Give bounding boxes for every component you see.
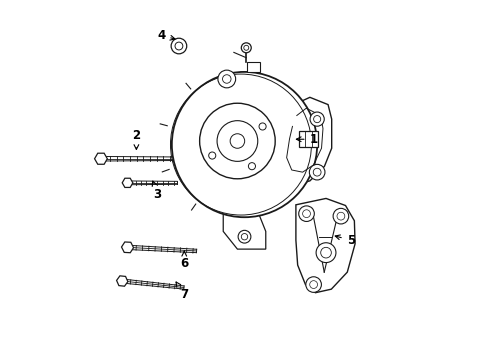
Circle shape	[238, 230, 250, 243]
Circle shape	[309, 165, 325, 180]
Circle shape	[171, 38, 186, 54]
Text: 7: 7	[176, 282, 188, 301]
Polygon shape	[116, 276, 127, 286]
Polygon shape	[121, 242, 133, 253]
Circle shape	[241, 43, 251, 53]
Polygon shape	[122, 178, 133, 188]
Circle shape	[332, 208, 348, 224]
Text: 6: 6	[180, 251, 188, 270]
Circle shape	[222, 75, 230, 83]
Circle shape	[336, 212, 344, 220]
Circle shape	[309, 281, 317, 288]
FancyBboxPatch shape	[246, 62, 259, 72]
Circle shape	[305, 277, 321, 292]
Polygon shape	[295, 198, 354, 293]
Circle shape	[313, 116, 320, 123]
Circle shape	[175, 42, 183, 50]
Text: 5: 5	[335, 234, 354, 247]
Circle shape	[171, 72, 317, 217]
Circle shape	[248, 163, 255, 170]
Circle shape	[208, 152, 215, 159]
Text: 4: 4	[157, 29, 175, 42]
FancyBboxPatch shape	[298, 131, 318, 147]
Circle shape	[313, 168, 321, 176]
Circle shape	[230, 134, 244, 148]
Circle shape	[259, 123, 265, 130]
Circle shape	[302, 210, 310, 217]
Circle shape	[241, 234, 247, 240]
Circle shape	[244, 45, 248, 50]
Text: 2: 2	[132, 129, 140, 149]
Polygon shape	[280, 97, 331, 185]
Circle shape	[218, 70, 235, 88]
Text: 1: 1	[296, 133, 317, 146]
Polygon shape	[223, 214, 265, 249]
Circle shape	[309, 112, 324, 126]
Polygon shape	[94, 153, 107, 164]
Circle shape	[298, 206, 314, 221]
Circle shape	[199, 103, 275, 179]
Circle shape	[320, 247, 331, 258]
Circle shape	[315, 243, 335, 262]
Text: 3: 3	[152, 181, 162, 201]
Circle shape	[217, 121, 257, 161]
